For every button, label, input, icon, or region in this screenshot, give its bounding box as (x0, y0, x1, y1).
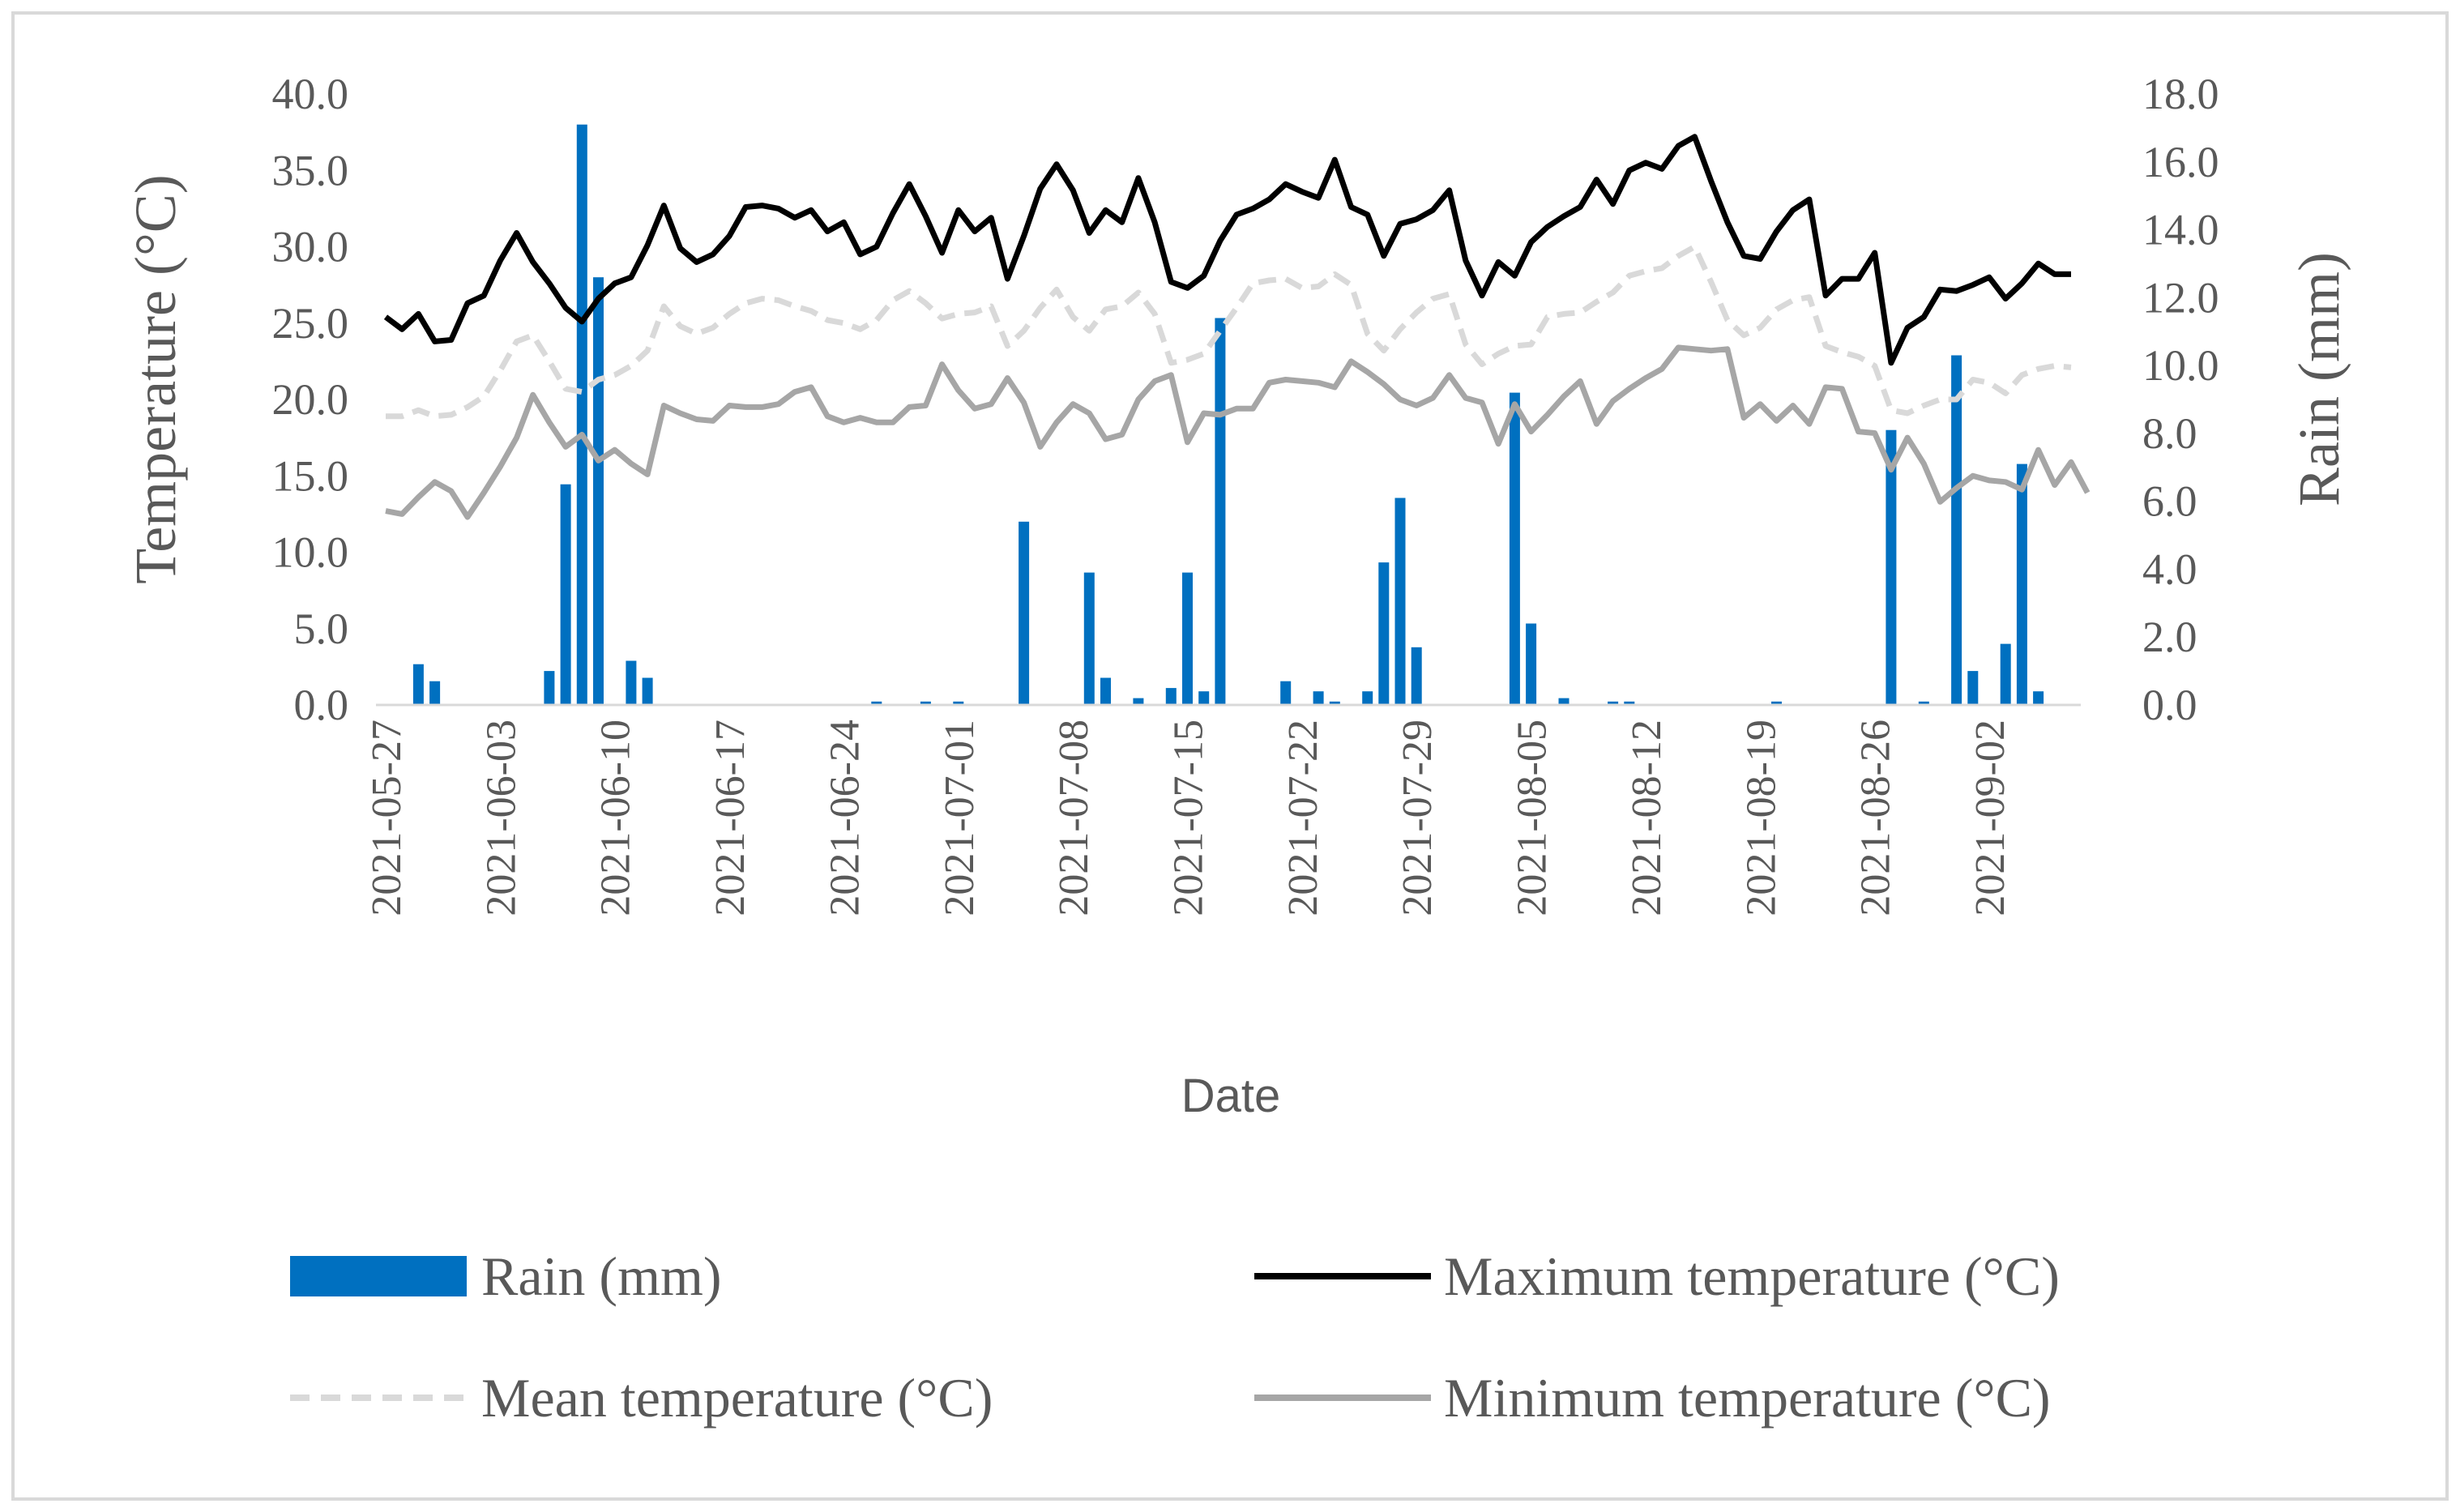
rain-bar (1394, 498, 1406, 705)
x-tick-label: 2021-05-27 (364, 720, 410, 916)
rain-bar (1624, 701, 1635, 705)
legend-label-rain: Rain (mm) (481, 1245, 722, 1307)
rain-bar (412, 664, 424, 705)
x-tick-label: 2021-07-15 (1166, 720, 1212, 916)
rain-bar (1918, 701, 1929, 705)
x-tick-label: 2021-06-03 (478, 720, 524, 916)
rain-bar (1526, 623, 1537, 705)
right-tick-label: 18.0 (2142, 70, 2219, 118)
right-tick-label: 12.0 (2142, 273, 2219, 322)
rain-bar (1133, 698, 1144, 705)
legend: Rain (mm) Maximum temperature (°C) Mean … (290, 1245, 2060, 1429)
rain-bar (2033, 691, 2044, 705)
rain-bar (1558, 698, 1570, 705)
rain-bar (1280, 681, 1292, 705)
rain-bar (593, 277, 604, 705)
rain-bar (1313, 691, 1324, 705)
rain-bar (2016, 463, 2027, 705)
x-tick-label: 2021-07-08 (1051, 720, 1097, 916)
left-tick-label: 20.0 (272, 375, 349, 424)
x-tick-label: 2021-07-01 (937, 720, 983, 916)
rain-bar (1771, 701, 1782, 705)
temperature-lines (383, 134, 2091, 520)
x-axis-tick-labels: 2021-05-27 2021-06-03 2021-06-10 2021-06-17… (364, 720, 2014, 916)
left-tick-label: 40.0 (272, 70, 349, 118)
x-tick-label: 2021-07-22 (1280, 720, 1326, 916)
right-tick-label: 16.0 (2142, 138, 2219, 186)
left-tick-label: 5.0 (294, 604, 349, 653)
rain-bar (1509, 392, 1520, 705)
rain-bar (1362, 691, 1373, 705)
rain-bar (1378, 562, 1390, 705)
left-tick-label: 15.0 (272, 451, 349, 500)
x-axis-title: Date (1181, 1070, 1281, 1122)
rain-bar (560, 484, 571, 705)
rain-bar (1182, 572, 1193, 705)
right-axis-title: Rain (mm) (2287, 252, 2351, 506)
left-tick-label: 10.0 (272, 528, 349, 577)
rain-bar (2000, 643, 2011, 705)
rain-bar (576, 124, 587, 705)
x-tick-label: 2021-06-24 (822, 720, 868, 916)
rain-bar (1198, 691, 1210, 705)
left-axis-title: Temperature (°C) (123, 174, 188, 584)
chart-frame (11, 11, 2449, 1501)
rain-bar (1215, 318, 1226, 705)
right-tick-label: 2.0 (2142, 613, 2197, 661)
right-tick-label: 4.0 (2142, 545, 2197, 593)
left-tick-label: 0.0 (294, 681, 349, 729)
right-tick-label: 14.0 (2142, 206, 2219, 254)
rain-bar (1019, 521, 1030, 705)
rain-bar (1608, 701, 1619, 705)
x-tick-label: 2021-06-17 (707, 720, 754, 916)
rain-bar (1951, 355, 1962, 705)
legend-label-min: Minimum temperature (°C) (1444, 1367, 2051, 1429)
rain-bar (544, 671, 555, 705)
rain-bar (626, 660, 637, 705)
rain-bar (1165, 688, 1177, 705)
left-tick-label: 30.0 (272, 223, 349, 271)
left-tick-label: 35.0 (272, 146, 349, 194)
legend-label-mean: Mean temperature (°C) (481, 1367, 993, 1429)
right-axis-ticks: 0.0 2.0 4.0 6.0 8.0 10.0 12.0 14.0 16.0 18.0 (2142, 70, 2219, 729)
x-tick-label: 2021-06-10 (593, 720, 639, 916)
rain-bar (920, 701, 931, 705)
rain-bar (1083, 572, 1095, 705)
left-axis-ticks: 0.0 5.0 10.0 15.0 20.0 25.0 30.0 35.0 40.0 (272, 70, 349, 729)
rain-bar (1411, 647, 1422, 705)
legend-swatch-rain (290, 1256, 467, 1296)
rain-bar (1100, 677, 1111, 705)
x-tick-label: 2021-08-19 (1738, 720, 1784, 916)
x-tick-label: 2021-08-05 (1510, 720, 1556, 916)
rain-bar (953, 701, 964, 705)
x-tick-label: 2021-09-02 (1967, 720, 2014, 916)
right-tick-label: 6.0 (2142, 477, 2197, 526)
right-tick-label: 8.0 (2142, 409, 2197, 458)
right-tick-label: 0.0 (2142, 681, 2197, 729)
x-tick-label: 2021-08-12 (1624, 720, 1670, 916)
rain-bar (1886, 429, 1897, 705)
minimum-temperature-line (385, 344, 2091, 520)
x-tick-label: 2021-07-29 (1394, 720, 1441, 916)
rain-bar (1967, 671, 1979, 705)
left-tick-label: 25.0 (272, 299, 349, 348)
rain-bar (871, 701, 882, 705)
rain-bar (429, 681, 441, 705)
right-tick-label: 10.0 (2142, 341, 2219, 390)
maximum-temperature-line (383, 134, 2071, 366)
rain-bar (642, 677, 653, 705)
rain-bar (1329, 701, 1340, 705)
x-tick-label: 2021-08-26 (1853, 720, 1899, 916)
mean-temperature-line (386, 244, 2072, 420)
legend-label-max: Maximum temperature (°C) (1444, 1245, 2060, 1307)
